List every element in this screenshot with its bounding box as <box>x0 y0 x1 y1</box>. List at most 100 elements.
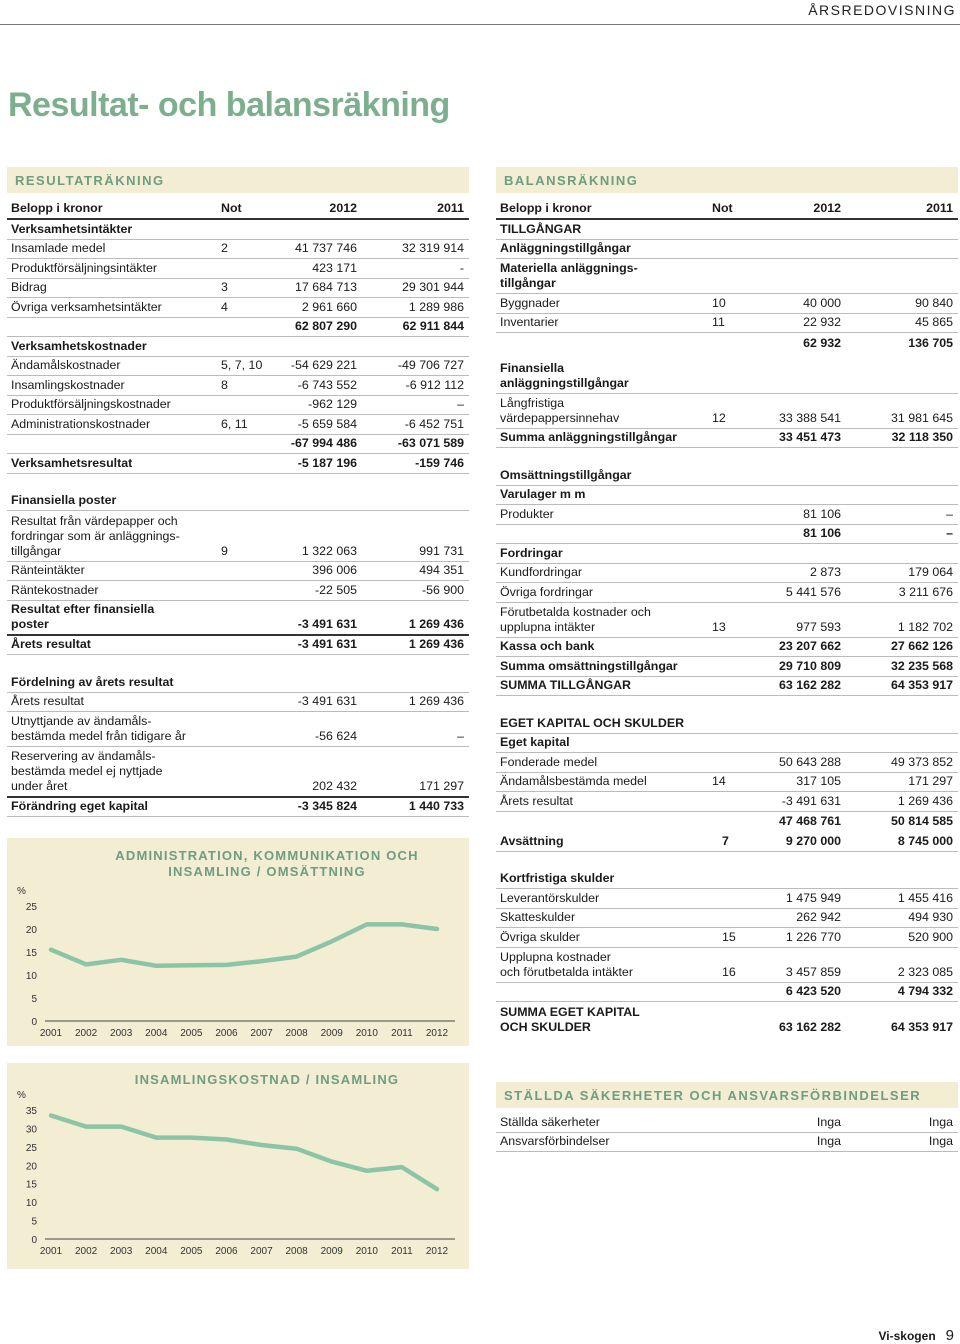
y-tick-label: 5 <box>31 1217 37 1228</box>
table-row: Övriga fordringar 5 441 576 3 211 676 <box>496 583 958 603</box>
row-label: Ansvarsförbindelser <box>500 1134 610 1148</box>
row-not: 14 <box>712 774 726 788</box>
row-value-2011: 32 118 350 <box>891 430 953 444</box>
table-row: Varulager m m <box>496 486 958 505</box>
data-point <box>154 964 158 968</box>
table-row: Leverantörskulder 1 475 949 1 455 416 <box>496 889 958 909</box>
row-value-2011: 64 353 917 <box>890 678 953 692</box>
row-not: 9 <box>221 543 228 558</box>
row-not: 16 <box>722 964 736 979</box>
x-tick-label: 2002 <box>75 1028 98 1039</box>
row-value-2012: 33 451 473 <box>778 430 841 444</box>
row-value-2012: -67 994 486 <box>290 436 357 450</box>
row-value-2012: 63 162 282 <box>778 678 841 692</box>
table-row: Ställda säkerheter Inga Inga <box>496 1113 958 1133</box>
y-tick-label: 20 <box>26 1161 38 1172</box>
table-row: Verksamhetskostnader <box>7 337 469 357</box>
row-value-2012: 262 942 <box>796 910 841 924</box>
table-row: 6 423 520 4 794 332 <box>496 983 958 1002</box>
y-tick-label: 25 <box>26 902 38 913</box>
stallda-heading: STÄLLDA SÄKERHETER OCH ANSVARSFÖRBINDELS… <box>496 1082 958 1108</box>
row-not: 13 <box>712 619 726 634</box>
row-label: Leverantörskulder <box>500 890 600 905</box>
footer-brand: Vi-skogen <box>878 1329 936 1343</box>
data-point <box>49 1114 53 1118</box>
row-value-2011: 50 814 585 <box>890 814 953 828</box>
row-value-2012: -3 491 631 <box>297 637 357 651</box>
table-row: Fördelning av årets resultat <box>7 673 469 693</box>
table-row: Insamlade medel 2 41 737 746 32 319 914 <box>7 240 469 259</box>
col-header-2011: 2011 <box>437 201 464 215</box>
row-label: Insamlingskostnader <box>11 377 125 392</box>
row-label: Övriga verksamhetsintäkter <box>11 299 162 314</box>
row-label: Årets resultat <box>500 793 573 808</box>
table-row: Insamlingskostnader 8 -6 743 552 -6 912 112 <box>7 376 469 396</box>
row-value-2012: 81 106 <box>803 526 841 540</box>
row-label: Kundfordringar <box>500 565 582 579</box>
table-row: Verksamhetsresultat -5 187 196 -159 746 <box>7 454 469 474</box>
table-row: Ränteintäkter 396 006 494 351 <box>7 562 469 581</box>
data-point <box>365 1169 369 1173</box>
y-tick-label: 10 <box>26 1198 38 1209</box>
x-tick-label: 2006 <box>215 1028 238 1039</box>
row-value-2012: -3 491 631 <box>297 616 357 631</box>
row-label: Övriga skulder <box>500 929 580 944</box>
row-value-2012: 1 322 063 <box>301 543 357 558</box>
row-value-2012: 40 000 <box>803 295 841 310</box>
table-row: Summa anläggningstillgångar 33 451 473 32 … <box>496 429 958 448</box>
row-label: Ändamålsbestämda medel <box>500 774 647 788</box>
y-axis-label: % <box>17 1090 26 1101</box>
table-row: Reservering av ändamåls- bestämda medel … <box>7 747 469 798</box>
row-value-2011: 8 745 000 <box>897 833 953 848</box>
row-value-2011: -49 706 727 <box>397 358 464 372</box>
row-value-2012: -54 629 221 <box>290 358 357 372</box>
col-header-label: Belopp i kronor <box>500 201 592 215</box>
y-tick-label: 15 <box>26 948 38 959</box>
data-point <box>295 1147 299 1151</box>
row-value-2011: 494 351 <box>419 563 464 577</box>
row-value-2011: 520 900 <box>908 929 953 944</box>
table-row: 47 468 761 50 814 585 <box>496 812 958 832</box>
row-value-2011: -159 746 <box>415 455 464 470</box>
row-value-2011: 64 353 917 <box>890 1020 953 1034</box>
row-value-2011: 3 211 676 <box>898 584 953 599</box>
row-value-2012: -22 505 <box>314 582 357 597</box>
row-label: Ställda säkerheter <box>500 1114 600 1129</box>
data-point <box>330 939 334 943</box>
page-number: 9 <box>945 1327 954 1344</box>
table-row: Administrationskostnader 6, 11 -5 659 584 -… <box>7 415 469 435</box>
row-value-2012: -3 491 631 <box>781 793 841 808</box>
row-label: TILLGÅNGAR <box>500 221 582 236</box>
table-row: Utnyttjande av ändamåls- bestämda medel … <box>7 712 469 747</box>
table-row: Anläggningstillgångar <box>496 240 958 259</box>
data-point <box>400 1165 404 1169</box>
row-value-2012: 3 457 859 <box>785 964 841 979</box>
x-tick-label: 2006 <box>215 1246 238 1257</box>
row-value-2012: 2 873 <box>809 565 841 579</box>
table-row: Kassa och bank 23 207 662 27 662 126 <box>496 638 958 657</box>
chart-insamling: INSAMLINGSKOSTNAD / INSAMLING % 0 5 10 15 20 2… <box>7 1063 469 1269</box>
table-row: Långfristiga värdepappersinnehav 12 33 388… <box>496 394 958 429</box>
row-value-2012: 5 441 576 <box>785 584 841 599</box>
row-label: Utnyttjande av ändamåls- bestämda medel … <box>11 714 186 743</box>
row-label: Räntekostnader <box>11 582 99 597</box>
table-row: Inventarier 11 22 932 45 865 <box>496 314 958 333</box>
row-value-2012: -6 743 552 <box>297 377 357 392</box>
col-header-2011: 2011 <box>926 201 953 215</box>
row-label: EGET KAPITAL OCH SKULDER <box>500 715 685 730</box>
table-row: Fordringar <box>496 544 958 564</box>
x-tick-label: 2012 <box>426 1246 449 1257</box>
chart-admin: ADMINISTRATION, KOMMUNIKATION OCH INSAML… <box>7 838 469 1046</box>
row-value-2011: 32 235 568 <box>890 658 953 673</box>
table-row: EGET KAPITAL OCH SKULDER <box>496 714 958 734</box>
table-row: 62 932 136 705 <box>496 333 958 353</box>
table-row: Materiella anläggnings- tillgångar <box>496 259 958 294</box>
row-value-2011: 179 064 <box>908 565 953 579</box>
row-value-2011: 27 662 126 <box>890 639 953 653</box>
y-tick-label: 35 <box>26 1106 38 1117</box>
table-row: 62 807 290 62 911 844 <box>7 318 469 337</box>
row-label: Administrationskostnader <box>11 416 151 431</box>
table-row: 81 106 – <box>496 525 958 544</box>
row-value-2011: 4 794 332 <box>897 984 953 998</box>
header-section-label: ÅRSREDOVISNING <box>808 2 956 18</box>
